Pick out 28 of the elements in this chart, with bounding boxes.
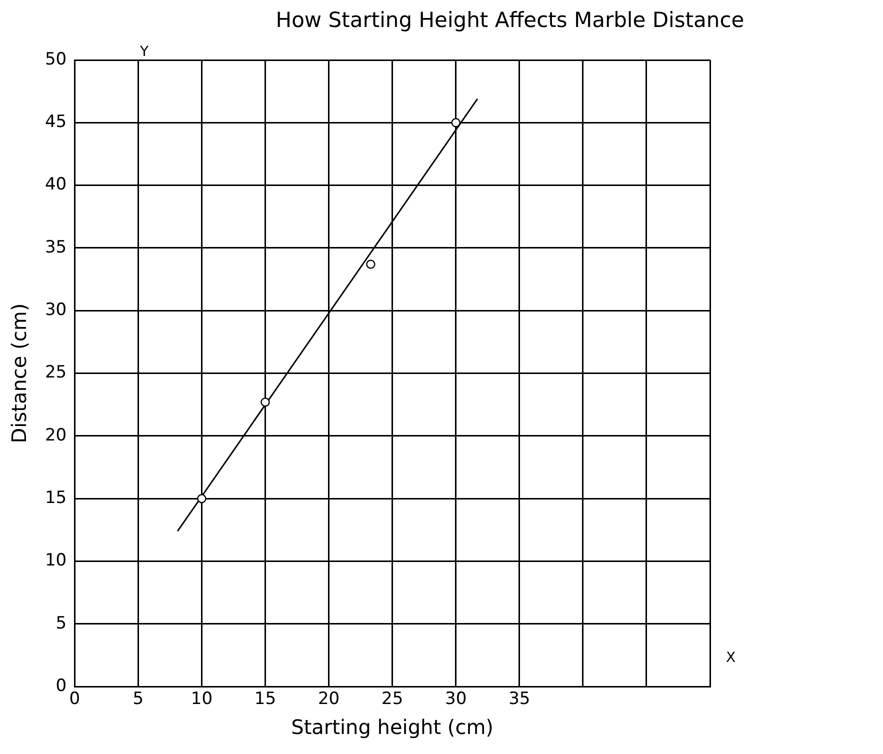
x-tick-label: 10 [190, 689, 213, 710]
y-tick-label: 50 [44, 49, 67, 70]
text: X [726, 650, 736, 666]
x-tick-label: 20 [318, 689, 340, 710]
y-axis-title: Distance (cm) [7, 303, 32, 444]
y-tick-label: 20 [44, 425, 67, 446]
x-tick-label: 15 [254, 689, 276, 710]
y-tick-label: 15 [44, 488, 67, 508]
chart-title: How Starting Height Affects Marble Distance [274, 8, 746, 32]
y-tick-label: 45 [44, 112, 67, 132]
point [197, 494, 206, 504]
x-tick-label: 25 [381, 689, 404, 710]
x-axis-title: Starting height (cm) [291, 715, 494, 740]
y-tick-label: 35 [44, 237, 67, 258]
y-tick-label: 30 [44, 300, 67, 320]
y-tick-label: 5 [56, 613, 67, 634]
y-tick-label: 10 [44, 550, 67, 571]
point [260, 398, 270, 407]
point [451, 118, 460, 128]
x-tick-label: 0 [69, 689, 80, 710]
x-tick-label: 30 [445, 689, 467, 710]
y-tick-label: 25 [44, 362, 67, 383]
x-tick-label: 5 [132, 689, 144, 710]
x-tick-label: 35 [508, 689, 530, 710]
text: Y [140, 44, 149, 60]
point [366, 260, 376, 269]
y-tick-label: 0 [56, 676, 67, 696]
y-tick-label: 40 [44, 174, 67, 195]
